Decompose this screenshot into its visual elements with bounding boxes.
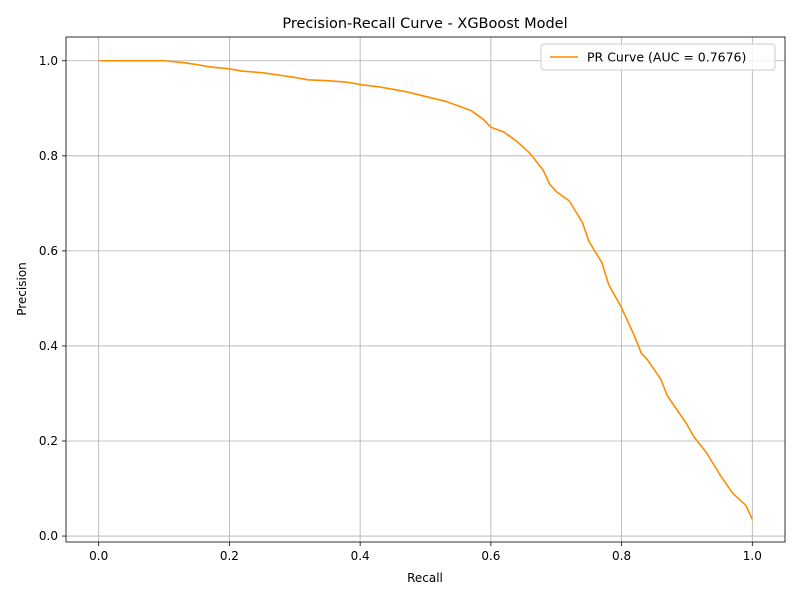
- plot-area-frame: [65, 36, 786, 543]
- y-tick-label: 0.6: [39, 244, 58, 258]
- legend-label: PR Curve (AUC = 0.7676): [587, 50, 746, 65]
- x-axis-ticks: 0.0 0.2 0.4 0.6 0.8 1.0: [89, 542, 762, 563]
- x-tick-label: 0.6: [481, 549, 500, 563]
- y-tick-label: 0.4: [39, 339, 58, 353]
- pr-curve-line: [98, 59, 754, 520]
- y-axis-label: Precision: [15, 262, 29, 316]
- x-tick-label: 0.8: [612, 549, 631, 563]
- y-tick-label: 0.8: [39, 149, 58, 163]
- x-tick-label: 0.4: [351, 549, 370, 563]
- x-axis-label: Recall: [407, 571, 443, 585]
- x-tick-label: 1.0: [743, 549, 762, 563]
- y-axis-ticks: 0.0 0.2 0.4 0.6 0.8 1.0: [39, 54, 66, 543]
- x-tick-label: 0.0: [89, 549, 108, 563]
- y-tick-label: 1.0: [39, 54, 58, 68]
- x-tick-label: 0.2: [220, 549, 239, 563]
- legend: PR Curve (AUC = 0.7676): [540, 43, 776, 71]
- grid-lines: [66, 37, 785, 542]
- legend-box: [540, 43, 776, 71]
- y-tick-label: 0.0: [39, 529, 58, 543]
- y-tick-label: 0.2: [39, 434, 58, 448]
- series-lines: [98, 59, 754, 520]
- chart-title: Precision-Recall Curve - XGBoost Model: [282, 16, 567, 32]
